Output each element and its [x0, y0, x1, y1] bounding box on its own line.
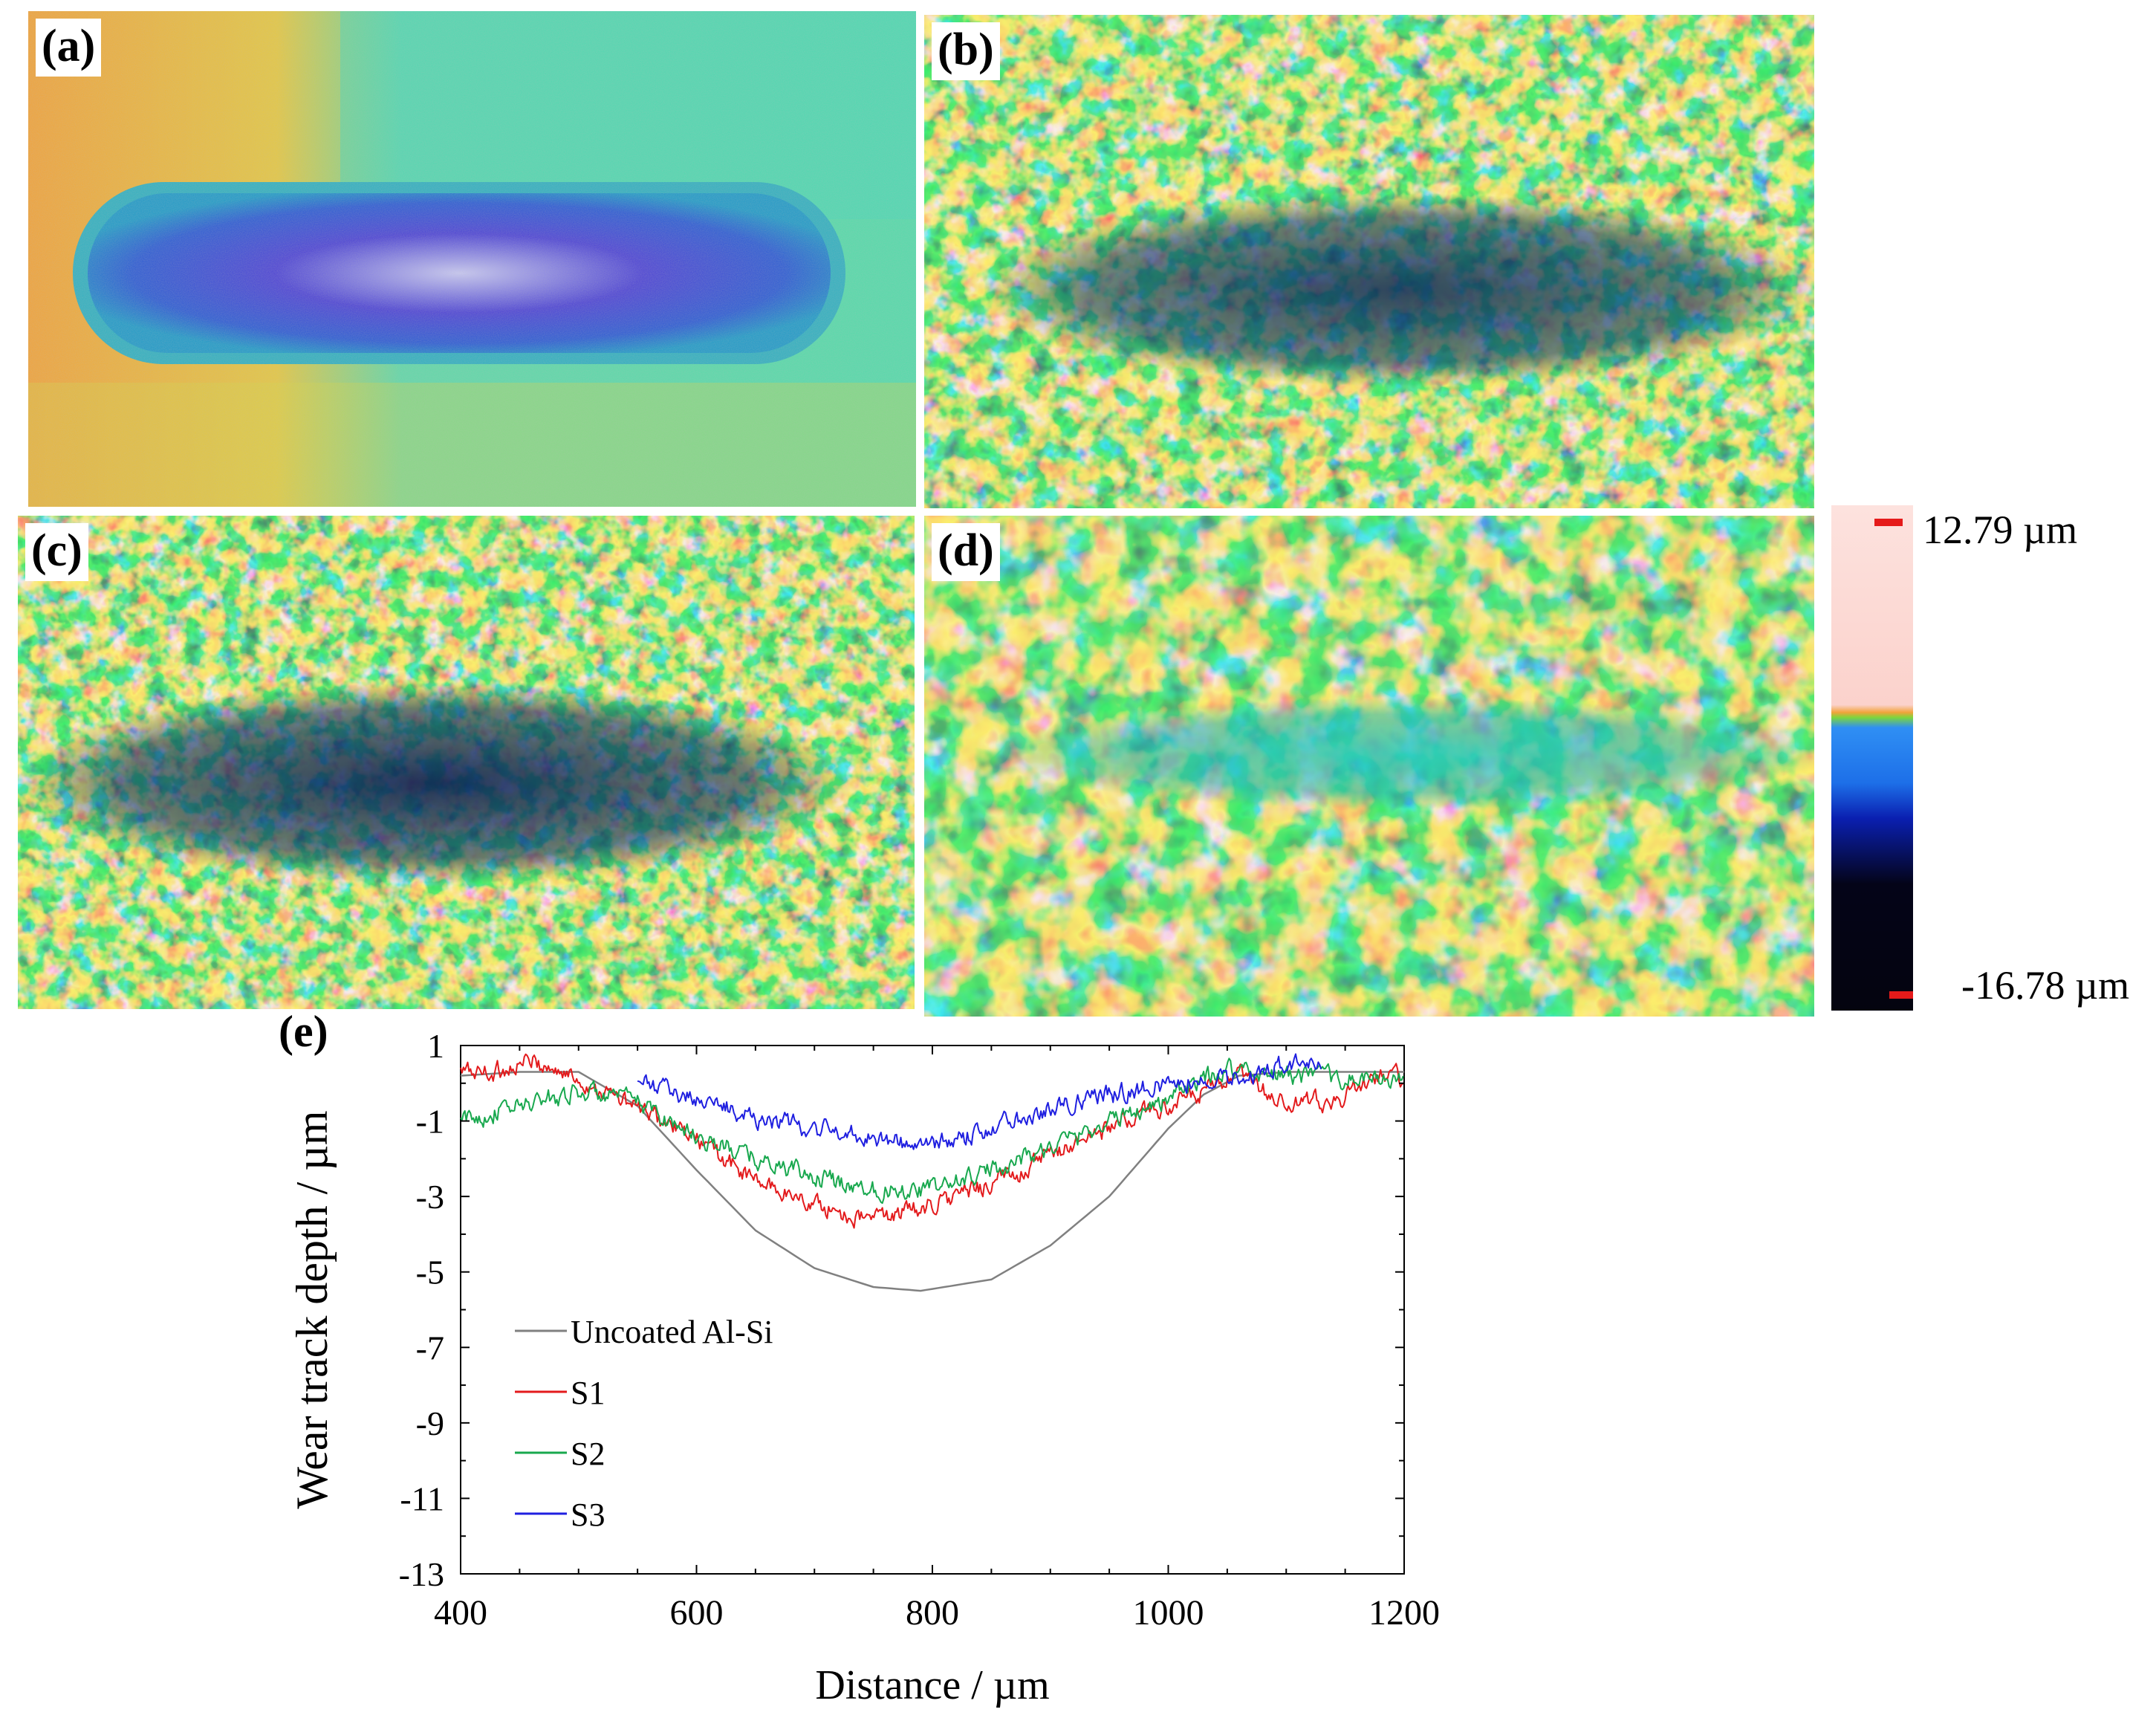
- panel-b-label: (b): [932, 22, 1000, 80]
- colorbar-gradient: [1831, 505, 1913, 1011]
- height-color-scale: [1831, 505, 1918, 1011]
- panel-b-height-map: (b): [924, 15, 1814, 508]
- x-axis-title: Distance / µm: [815, 1662, 1049, 1708]
- y-tick-label: -11: [400, 1479, 444, 1517]
- panel-d-label: (d): [932, 523, 1000, 581]
- legend-label: S1: [571, 1375, 605, 1411]
- colorbar-max-marker: [1874, 519, 1903, 526]
- y-tick-label: -7: [416, 1329, 444, 1367]
- colorbar-max-label: 12.79 µm: [1923, 508, 2078, 552]
- plot-frame: [460, 1045, 1405, 1575]
- panel-d-height-map: (d): [924, 516, 1814, 1017]
- panel-a-label: (a): [36, 19, 102, 77]
- series-line-s3: [637, 1053, 1322, 1150]
- panel-a-image: [28, 11, 916, 507]
- panel-e-label: (e): [279, 1011, 328, 1056]
- y-tick-label: -9: [416, 1404, 444, 1442]
- y-tick-label: -5: [416, 1254, 444, 1291]
- panel-d-image: [924, 516, 1814, 1017]
- wear-depth-chart: 400 600 800 1000 1200 1 -1 -3 -5 -7 -9 -11 -13 Distan…: [279, 1011, 1440, 1708]
- y-tick-label: -3: [416, 1178, 444, 1216]
- y-axis-title: Wear track depth / µm: [288, 1110, 337, 1508]
- legend-label: S3: [571, 1497, 605, 1533]
- x-tick-label: 1200: [1368, 1593, 1440, 1633]
- x-tick-label: 1000: [1133, 1593, 1204, 1633]
- series-line-s2: [460, 1057, 1404, 1205]
- panel-c-height-map: (c): [18, 516, 915, 1009]
- panel-c-label: (c): [25, 523, 88, 581]
- colorbar-min-marker: [1889, 991, 1918, 999]
- panel-c-image: [18, 516, 915, 1009]
- y-tick-label: 1: [427, 1027, 444, 1065]
- x-tick-label: 400: [434, 1593, 487, 1633]
- x-tick-label: 800: [906, 1593, 959, 1633]
- legend-label: Uncoated Al-Si: [571, 1314, 773, 1350]
- colorbar-min-label: -16.78 µm: [1961, 963, 2130, 1008]
- y-tick-label: -13: [399, 1555, 444, 1593]
- legend-label: S2: [571, 1436, 605, 1472]
- panel-b-image: [924, 15, 1814, 508]
- panel-a-height-map: (a): [28, 11, 916, 507]
- y-tick-label: -1: [416, 1103, 444, 1141]
- x-tick-label: 600: [670, 1593, 724, 1633]
